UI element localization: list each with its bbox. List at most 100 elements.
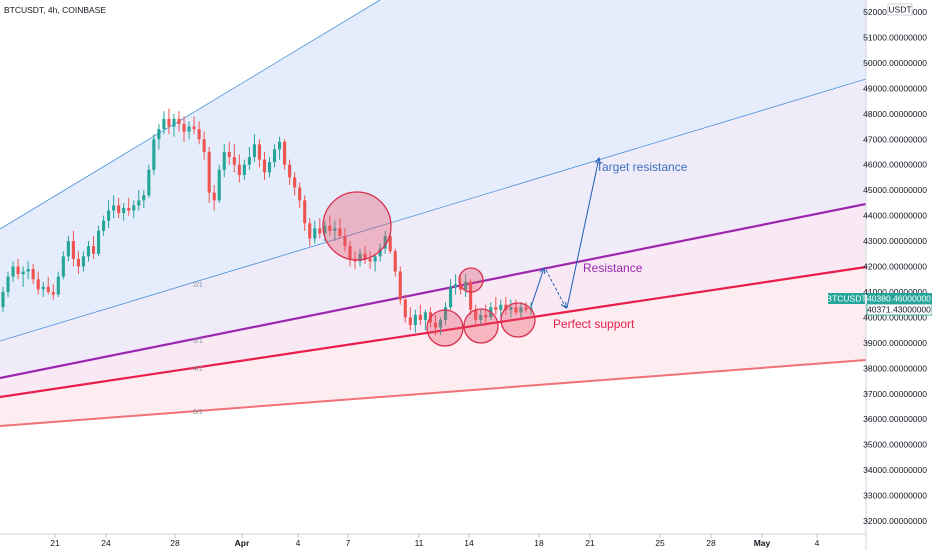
candle[interactable] [464,274,468,298]
candle[interactable] [237,154,241,183]
candle[interactable] [122,202,126,221]
resistance-line[interactable] [0,202,866,380]
candle[interactable] [278,136,282,160]
candle[interactable] [433,314,438,336]
candle[interactable] [142,190,146,208]
candle[interactable] [348,241,352,267]
candle[interactable] [147,164,151,198]
highlight-circle[interactable] [463,308,499,344]
candle[interactable] [182,116,186,142]
candle[interactable] [217,164,221,203]
candle[interactable] [96,225,101,257]
candle[interactable] [469,279,473,315]
candle[interactable] [298,182,302,208]
candle[interactable] [81,251,86,272]
candle[interactable] [187,121,191,140]
candle[interactable] [207,146,211,203]
candle[interactable] [242,159,246,180]
projection-arrow-up-2[interactable] [566,157,600,309]
candle[interactable] [26,261,30,280]
candle[interactable] [272,144,277,168]
candle[interactable] [373,253,377,272]
candle[interactable] [167,108,171,135]
candle[interactable] [393,248,397,277]
candle[interactable] [398,266,402,305]
candle[interactable] [438,317,443,336]
support-line[interactable] [0,265,866,399]
candle[interactable] [11,261,15,282]
candle[interactable] [267,157,272,178]
candle[interactable] [494,297,498,315]
candle[interactable] [333,220,337,242]
candle[interactable] [212,185,216,211]
candle[interactable] [313,220,317,244]
candle[interactable] [51,284,55,300]
candle[interactable] [318,218,322,239]
candle[interactable] [403,294,407,323]
candle[interactable] [408,307,412,331]
candle[interactable] [499,299,503,318]
candle[interactable] [484,304,488,323]
highlight-circle[interactable] [458,267,484,293]
candle[interactable] [227,141,231,165]
candle[interactable] [177,111,181,132]
candle[interactable] [132,200,136,219]
candle[interactable] [524,302,528,313]
candle[interactable] [107,200,111,229]
candle[interactable] [172,113,176,137]
projection-arrow-down[interactable] [545,269,567,309]
candle[interactable] [197,121,201,145]
candle[interactable] [76,251,80,275]
candle[interactable] [293,172,297,196]
candle[interactable] [61,251,65,280]
projection-arrow-up-1[interactable] [530,267,545,308]
candle[interactable] [514,299,518,315]
candle[interactable] [157,123,161,150]
candle[interactable] [378,243,382,262]
candle[interactable] [102,215,106,236]
candle[interactable] [262,151,267,180]
upper-fan-line[interactable] [0,0,381,230]
candle[interactable] [383,230,387,254]
candle[interactable] [41,281,45,298]
candle[interactable] [56,271,60,298]
candle[interactable] [91,235,96,259]
candle[interactable] [247,146,251,170]
candle[interactable] [232,144,236,173]
candle[interactable] [152,134,156,175]
candle[interactable] [257,139,262,168]
lower-fan-line[interactable] [0,359,866,427]
candle[interactable] [368,251,372,270]
candle[interactable] [509,299,513,318]
candle[interactable] [112,195,116,219]
candle[interactable] [303,195,307,231]
candle[interactable] [21,266,25,287]
candle[interactable] [31,263,35,285]
candle[interactable] [519,302,523,318]
candle[interactable] [36,271,40,295]
candle[interactable] [454,274,458,295]
candle[interactable] [86,241,91,262]
candle[interactable] [338,218,342,239]
candle[interactable] [388,233,392,254]
candle[interactable] [127,197,131,216]
candle[interactable] [1,286,5,313]
candle[interactable] [358,248,362,267]
candle[interactable] [288,159,292,186]
candle[interactable] [117,197,121,219]
candle[interactable] [443,302,448,326]
target-resistance-line[interactable] [0,78,866,342]
candle[interactable] [222,144,226,178]
candle[interactable] [202,131,206,160]
candle[interactable] [66,235,70,262]
candle[interactable] [479,309,483,326]
candle[interactable] [413,309,417,333]
candle[interactable] [448,279,453,310]
candle[interactable] [418,304,422,326]
candle[interactable] [343,228,347,252]
highlight-circle[interactable] [322,191,392,261]
candle[interactable] [16,258,20,280]
candle[interactable] [162,111,166,135]
